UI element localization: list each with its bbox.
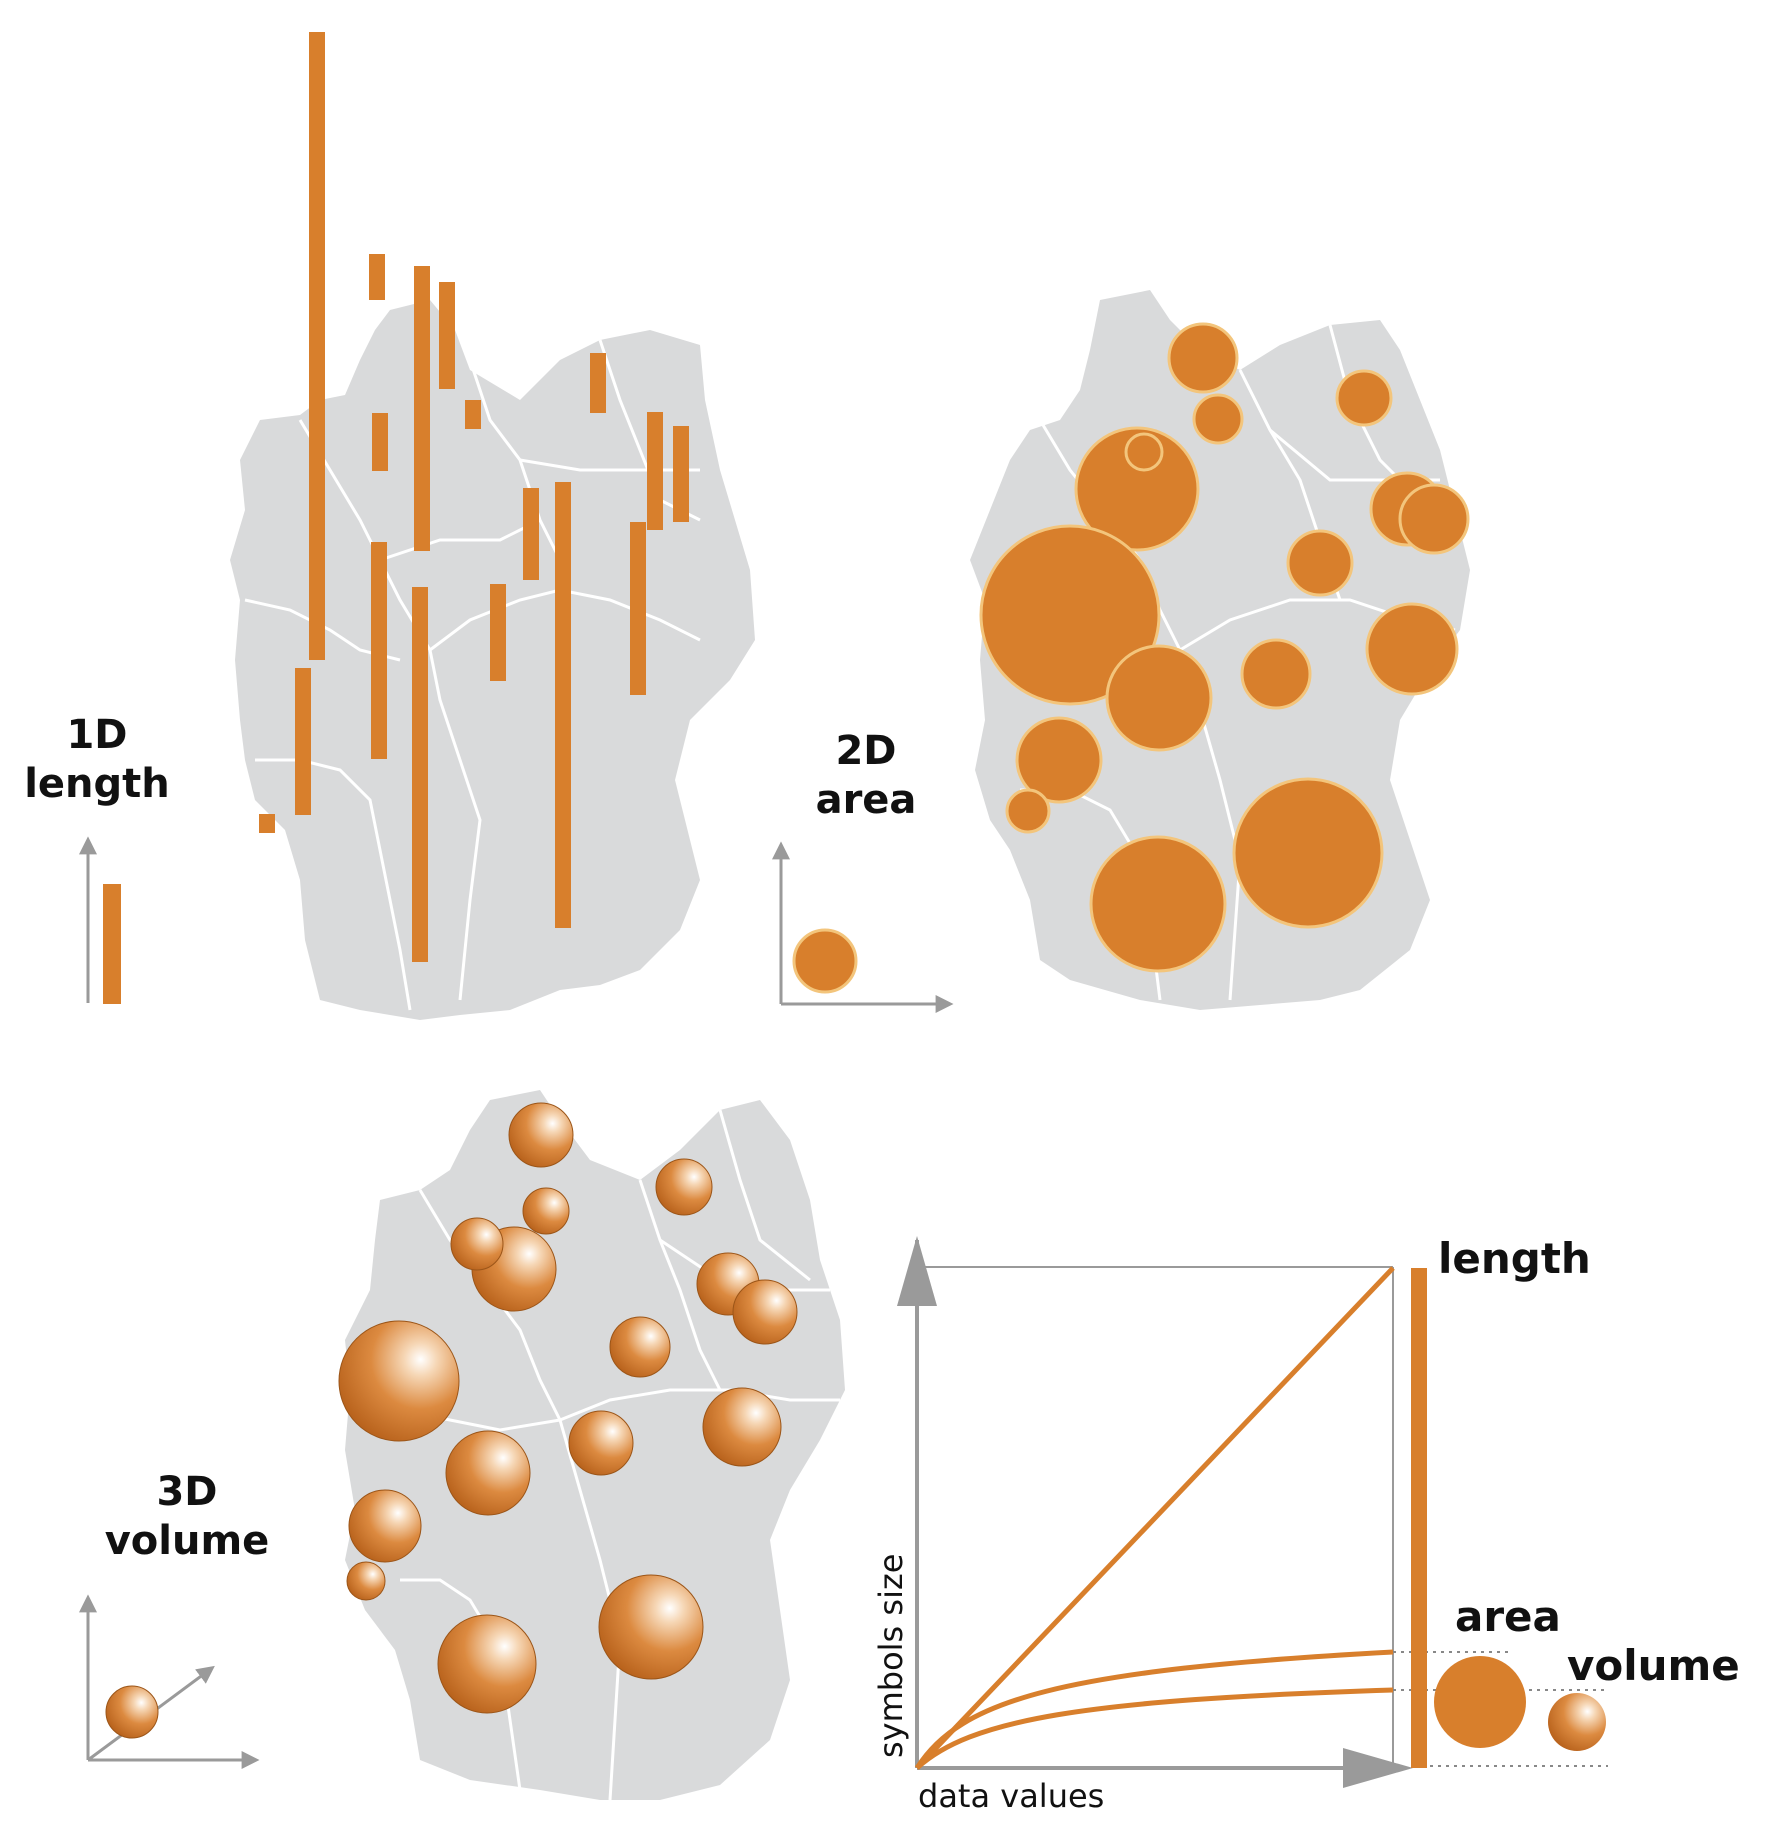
- length-bar: [295, 668, 311, 815]
- area-circle: [1005, 788, 1051, 834]
- area-circle: [1105, 644, 1213, 752]
- label-1d: 1D: [66, 712, 127, 758]
- area-circle: [1286, 529, 1354, 597]
- legend-length: 1D length: [24, 712, 170, 1004]
- volume-sphere: [655, 1158, 713, 1216]
- length-bar: [372, 413, 388, 471]
- length-bar: [371, 542, 387, 759]
- area-circle: [1167, 322, 1239, 394]
- length-bar: [259, 814, 275, 833]
- volume-sphere: [338, 1320, 460, 1442]
- area-circle: [1240, 638, 1312, 710]
- volume-sphere: [568, 1410, 634, 1476]
- area-circle: [1365, 602, 1459, 696]
- area-circle: [1015, 716, 1103, 804]
- volume-symbols: [338, 1102, 798, 1714]
- length-bar: [523, 488, 539, 580]
- curve-length: [915, 1266, 1395, 1770]
- label-volume-panel: volume: [105, 1518, 270, 1564]
- area-circle: [1124, 432, 1164, 472]
- label-2d: 2D: [835, 728, 896, 774]
- graph-label-area: area: [1455, 1592, 1561, 1641]
- area-symbols: [979, 322, 1470, 973]
- scaling-graph: length area volume data values symbols s…: [872, 1234, 1740, 1815]
- volume-sphere: [437, 1614, 537, 1714]
- length-bar: [490, 584, 506, 681]
- curve-area: [914, 1649, 1394, 1770]
- graph-area-circle: [1434, 1656, 1526, 1748]
- area-circle: [1074, 426, 1200, 552]
- area-circle: [1335, 369, 1393, 427]
- volume-sample-sphere: [105, 1685, 159, 1739]
- area-circle: [979, 524, 1161, 706]
- curve-volume: [915, 1687, 1394, 1770]
- length-bar: [414, 266, 430, 551]
- volume-sphere: [508, 1102, 574, 1168]
- length-bar: [647, 412, 663, 530]
- graph-x-arrowhead: [1343, 1748, 1413, 1788]
- volume-sphere: [732, 1279, 798, 1345]
- graph-length-bar: [1411, 1268, 1427, 1768]
- volume-sphere: [450, 1217, 504, 1271]
- label-length-panel: length: [24, 761, 170, 807]
- volume-sphere: [348, 1489, 422, 1563]
- graph-y-arrowhead: [897, 1236, 937, 1306]
- length-bar: [555, 482, 571, 928]
- length-bar: [590, 353, 606, 413]
- volume-sphere: [609, 1316, 671, 1378]
- length-bar: [309, 32, 325, 660]
- area-circle: [1089, 835, 1227, 973]
- length-sample-bar: [103, 884, 121, 1004]
- graph-label-length: length: [1438, 1234, 1591, 1283]
- volume-sphere: [702, 1387, 782, 1467]
- length-bar: [630, 522, 646, 695]
- length-bar: [439, 282, 455, 389]
- legend-area: 2D area: [772, 728, 954, 1013]
- area-sample-circle: [792, 928, 858, 994]
- length-bar: [369, 254, 385, 300]
- area-circle: [1398, 483, 1470, 555]
- graph-x-label: data values: [918, 1777, 1104, 1815]
- volume-sphere: [346, 1561, 386, 1601]
- length-bar: [465, 400, 481, 429]
- volume-sphere: [445, 1430, 531, 1516]
- label-area-panel: area: [816, 777, 917, 823]
- legend-volume: 3D volume: [79, 1469, 270, 1769]
- area-circle: [1232, 777, 1384, 929]
- label-3d: 3D: [156, 1469, 217, 1515]
- volume-sphere: [598, 1574, 704, 1680]
- length-bar: [412, 587, 428, 962]
- graph-volume-sphere: [1548, 1693, 1606, 1751]
- area-circle: [1192, 393, 1244, 445]
- length-bar: [673, 426, 689, 522]
- graph-label-volume: volume: [1567, 1641, 1740, 1690]
- volume-sphere: [522, 1187, 570, 1235]
- graph-y-label: symbols size: [872, 1554, 910, 1758]
- bar-symbols: [259, 32, 689, 962]
